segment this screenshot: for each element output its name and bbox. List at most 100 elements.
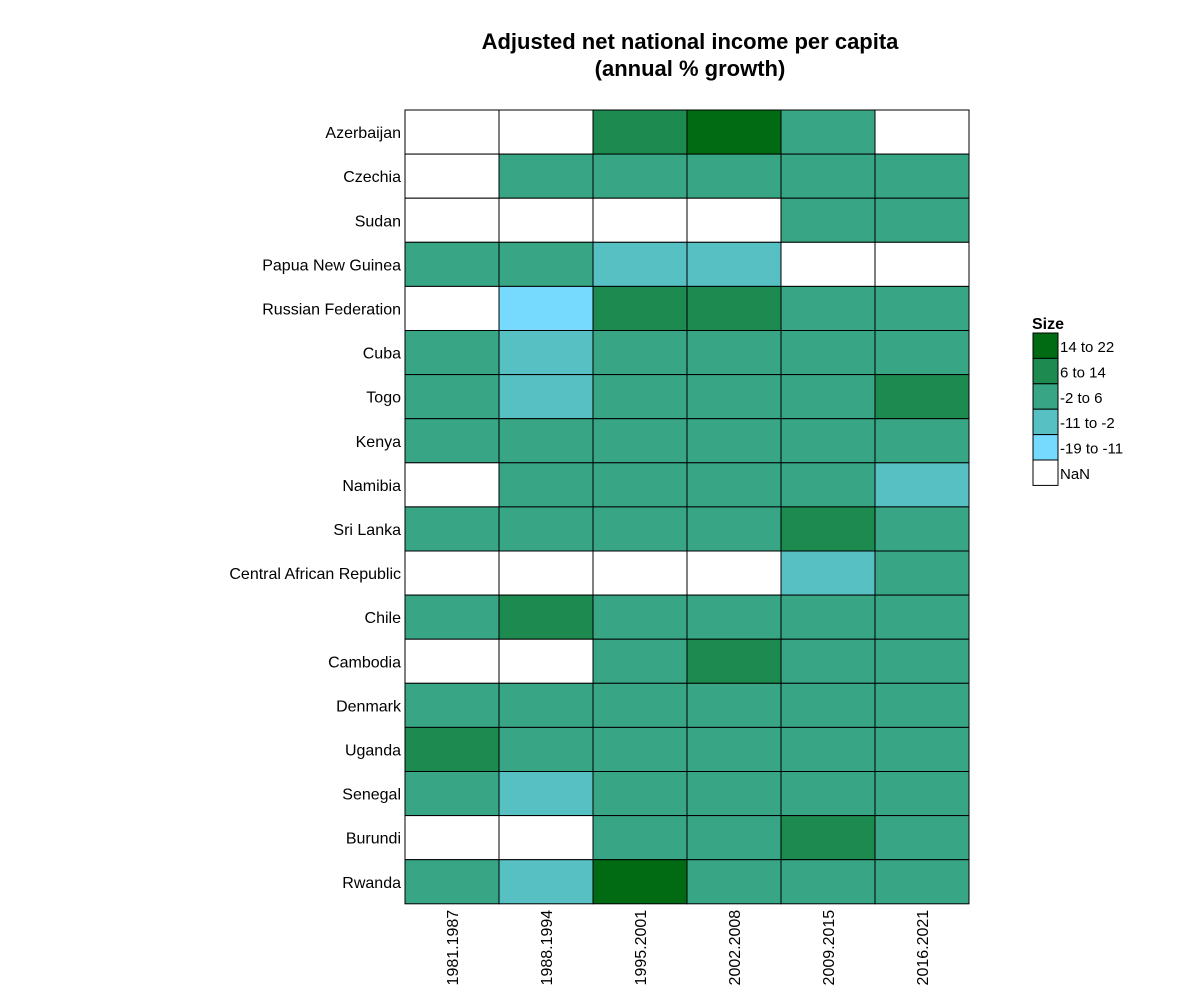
heatmap-cell-togo-2016-2021 [874, 374, 970, 420]
heatmap-cell-cambodia-1988-1994 [498, 638, 594, 684]
heatmap-cell-chile-1988-1994 [498, 594, 594, 640]
heatmap-cell-sudan-1981-1987 [404, 197, 500, 243]
heatmap-cells [404, 109, 970, 905]
y-tick-label-cambodia: Cambodia [328, 654, 401, 671]
heatmap-cell-chile-2009-2015 [780, 594, 876, 640]
y-axis-labels: Azerbaijan Czechia Sudan Papua New Guinea Ru… [229, 125, 402, 892]
y-tick-label-namibia: Namibia [342, 478, 401, 495]
heatmap-cell-chile-1981-1987 [404, 594, 500, 640]
heatmap-cell-russian-federation-1988-1994 [498, 285, 594, 331]
y-tick-label-denmark: Denmark [336, 698, 402, 715]
heatmap-cell-kenya-2009-2015 [780, 418, 876, 464]
heatmap-cell-uganda-2002-2008 [686, 726, 782, 773]
legend-label-19-to-11: -19 to -11 [1060, 441, 1123, 458]
heatmap-cell-czechia-2016-2021 [874, 153, 970, 199]
heatmap-cell-burundi-1981-1987 [404, 815, 500, 861]
legend-label-14-to-22: 14 to 22 [1060, 339, 1114, 356]
heatmap-cell-central-african-republic-1981-1987 [404, 550, 500, 596]
heatmap-cell-cuba-1988-1994 [498, 330, 594, 376]
y-tick-label-togo: Togo [366, 390, 401, 407]
heatmap-cell-burundi-2002-2008 [686, 815, 782, 861]
chart-title-line-1: Adjusted net national income per capita [482, 29, 900, 54]
heatmap-cell-denmark-2016-2021 [874, 682, 970, 728]
heatmap-cell-togo-2002-2008 [686, 374, 782, 420]
y-tick-label-azerbaijan: Azerbaijan [325, 125, 401, 142]
y-tick-label-senegal: Senegal [342, 787, 401, 804]
heatmap-cell-azerbaijan-1981-1987 [404, 109, 500, 155]
x-tick-label-1995-2001: 1995.2001 [633, 910, 650, 986]
y-tick-label-kenya: Kenya [356, 434, 401, 451]
heatmap-cell-chile-1995-2001 [592, 594, 688, 640]
heatmap-cell-czechia-1988-1994 [498, 153, 594, 199]
heatmap-cell-azerbaijan-1988-1994 [498, 109, 594, 155]
y-tick-label-russian-federation: Russian Federation [262, 301, 401, 318]
heatmap-cell-namibia-2002-2008 [686, 462, 782, 508]
heatmap-cell-central-african-republic-2016-2021 [874, 550, 970, 596]
heatmap-cell-chile-2016-2021 [874, 594, 970, 640]
heatmap-cell-rwanda-1988-1994 [498, 859, 594, 905]
heatmap-cell-cuba-2002-2008 [686, 330, 782, 376]
heatmap-cell-sudan-2016-2021 [874, 197, 970, 243]
heatmap-cell-papua-new-guinea-1995-2001 [592, 241, 688, 287]
legend-title: Size [1032, 316, 1064, 333]
heatmap-cell-russian-federation-2002-2008 [686, 285, 782, 331]
legend-label-nan: NaN [1060, 466, 1090, 483]
heatmap-cell-cuba-1981-1987 [404, 330, 500, 376]
heatmap-cell-sudan-2009-2015 [780, 197, 876, 243]
heatmap-cell-kenya-2016-2021 [874, 418, 970, 464]
heatmap-cell-namibia-1988-1994 [498, 462, 594, 508]
heatmap-cell-senegal-2016-2021 [874, 771, 970, 817]
legend-label-11-to-2: -11 to -2 [1060, 415, 1115, 432]
heatmap-cell-czechia-1981-1987 [404, 153, 500, 199]
heatmap-cell-rwanda-2016-2021 [874, 859, 970, 905]
heatmap-cell-togo-1981-1987 [404, 374, 500, 420]
y-tick-label-uganda: Uganda [345, 742, 401, 759]
heatmap-cell-togo-2009-2015 [780, 374, 876, 420]
heatmap-cell-central-african-republic-2009-2015 [780, 550, 876, 596]
heatmap-cell-kenya-1995-2001 [592, 418, 688, 464]
heatmap-cell-cambodia-2002-2008 [686, 638, 782, 684]
heatmap-cell-czechia-1995-2001 [592, 153, 688, 199]
legend-swatch-nan [1032, 459, 1059, 486]
heatmap-cell-denmark-1988-1994 [498, 682, 594, 728]
heatmap-cell-azerbaijan-1995-2001 [592, 109, 688, 155]
heatmap-cell-burundi-1988-1994 [498, 815, 594, 861]
heatmap-cell-russian-federation-1995-2001 [592, 285, 688, 331]
heatmap-cell-cambodia-1995-2001 [592, 638, 688, 684]
legend-items: 14 to 22 6 to 14 -2 to 6 -11 to -2 -19 to -1… [1032, 332, 1123, 486]
heatmap-cell-cuba-2016-2021 [874, 330, 970, 376]
heatmap-cell-namibia-2016-2021 [874, 462, 970, 508]
heatmap-cell-kenya-1988-1994 [498, 418, 594, 464]
heatmap-cell-cuba-2009-2015 [780, 330, 876, 376]
chart-title-line-2: (annual % growth) [595, 56, 786, 81]
heatmap-cell-rwanda-1981-1987 [404, 859, 500, 905]
x-tick-label-2016-2021: 2016.2021 [915, 910, 932, 986]
heatmap-cell-denmark-1981-1987 [404, 682, 500, 728]
heatmap-cell-papua-new-guinea-1988-1994 [498, 241, 594, 287]
heatmap-cell-sudan-1995-2001 [592, 197, 688, 243]
x-tick-label-2002-2008: 2002.2008 [727, 910, 744, 986]
heatmap-cell-cuba-1995-2001 [592, 330, 688, 376]
heatmap-cell-cambodia-2016-2021 [874, 638, 970, 684]
y-tick-label-papua-new-guinea: Papua New Guinea [262, 257, 401, 274]
heatmap-cell-papua-new-guinea-2016-2021 [874, 241, 970, 287]
heatmap-cell-central-african-republic-1995-2001 [592, 550, 688, 596]
heatmap-cell-denmark-1995-2001 [592, 682, 688, 728]
x-tick-label-2009-2015: 2009.2015 [821, 910, 838, 986]
heatmap-cell-azerbaijan-2016-2021 [874, 109, 970, 155]
y-tick-label-rwanda: Rwanda [342, 875, 401, 892]
x-axis-labels: 1981.1987 1988.1994 1995.2001 2002.2008 2009… [445, 910, 932, 986]
legend-swatch-19-to-11 [1032, 434, 1059, 461]
heatmap-cell-sri-lanka-2009-2015 [780, 506, 876, 552]
y-tick-label-cuba: Cuba [363, 346, 401, 363]
legend-swatch-11-to-2 [1032, 408, 1059, 436]
heatmap-cell-senegal-2009-2015 [780, 771, 876, 817]
heatmap-cell-senegal-1988-1994 [498, 771, 594, 817]
heatmap-cell-namibia-2009-2015 [780, 462, 876, 508]
heatmap-cell-sudan-2002-2008 [686, 197, 782, 243]
heatmap-cell-azerbaijan-2009-2015 [780, 109, 876, 155]
heatmap-cell-kenya-1981-1987 [404, 418, 500, 464]
legend-label-2-to-6: -2 to 6 [1060, 390, 1103, 407]
y-tick-label-sri-lanka: Sri Lanka [333, 522, 401, 539]
